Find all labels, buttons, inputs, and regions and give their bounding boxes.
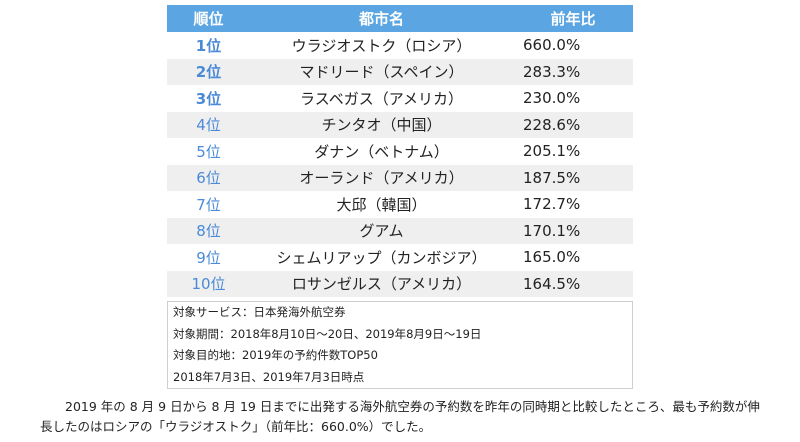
note-timestamp: 2018年7月3日、2019年7月3日時点: [173, 369, 365, 384]
yoy-cell: 172.7%: [523, 195, 581, 214]
city-cell: マドリード（スペイン）: [250, 58, 513, 85]
city-cell: シェムリアップ（カンボジア）: [276, 248, 487, 267]
yoy-cell: 170.1%: [513, 217, 633, 244]
yoy-cell: 187.5%: [513, 164, 633, 191]
rank-cell: 6位: [167, 164, 250, 191]
yoy-cell: 228.6%: [513, 111, 633, 138]
city-cell: ロサンゼルス（アメリカ）: [250, 270, 513, 297]
table-row: 10位 ロサンゼルス（アメリカ） 164.5%: [167, 270, 633, 297]
rank-cell: 1位: [195, 36, 222, 55]
city-cell: ダナン（ベトナム）: [314, 142, 449, 161]
yoy-cell: 165.0%: [523, 248, 581, 267]
yoy-cell: 230.0%: [523, 89, 581, 108]
city-cell: チンタオ（中国）: [250, 111, 513, 138]
summary-paragraph: 2019 年の 8 月 9 日から 8 月 19 日までに出発する海外航空券の予…: [40, 399, 760, 434]
table-row: 8位 グアム 170.1%: [167, 217, 633, 244]
rank-cell: 3位: [195, 89, 222, 108]
table-row: 1位 ウラジオストク（ロシア） 660.0%: [167, 32, 633, 59]
city-cell: ウラジオストク（ロシア）: [291, 36, 472, 55]
ranking-table: 順位 都市名 前年比 1位 ウラジオストク（ロシア） 660.0% 2位 マドリ…: [167, 5, 633, 297]
city-cell: オーランド（アメリカ）: [250, 164, 513, 191]
table-row: 3位 ラスベガス（アメリカ） 230.0%: [167, 85, 633, 112]
header-rank: 順位: [167, 5, 250, 32]
table-header-row: 順位 都市名 前年比: [167, 5, 633, 32]
rank-cell: 8位: [167, 217, 250, 244]
rank-cell: 9位: [196, 248, 221, 267]
yoy-cell: 164.5%: [513, 270, 633, 297]
table-row: 7位 大邱（韓国） 172.7%: [167, 191, 633, 218]
note-period: 対象期間：2018年8月10日～20日、2019年8月9日～19日: [173, 326, 482, 341]
header-yoy: 前年比: [513, 5, 633, 32]
table-row: 2位 マドリード（スペイン） 283.3%: [167, 58, 633, 85]
rank-cell: 10位: [167, 270, 250, 297]
city-cell: グアム: [250, 217, 513, 244]
note-destination: 対象目的地：2019年の予約件数TOP50: [173, 348, 378, 362]
city-cell: ラスベガス（アメリカ）: [300, 89, 463, 108]
rank-cell: 4位: [167, 111, 250, 138]
table-row: 5位 ダナン（ベトナム） 205.1%: [167, 138, 633, 165]
table-row: 4位 チンタオ（中国） 228.6%: [167, 111, 633, 138]
yoy-cell: 205.1%: [523, 142, 581, 161]
rank-cell: 2位: [167, 58, 250, 85]
note-service: 対象サービス：日本発海外航空券: [173, 305, 346, 319]
table-row: 6位 オーランド（アメリカ） 187.5%: [167, 164, 633, 191]
notes-box: 対象サービス：日本発海外航空券 対象期間：2018年8月10日～20日、2019…: [167, 301, 633, 389]
rank-cell: 5位: [196, 142, 221, 161]
yoy-cell: 283.3%: [513, 58, 633, 85]
rank-cell: 7位: [196, 195, 221, 214]
header-city: 都市名: [250, 5, 513, 32]
table-row: 9位 シェムリアップ（カンボジア） 165.0%: [167, 244, 633, 271]
yoy-cell: 660.0%: [523, 36, 581, 55]
city-cell: 大邱（韓国）: [336, 195, 427, 214]
